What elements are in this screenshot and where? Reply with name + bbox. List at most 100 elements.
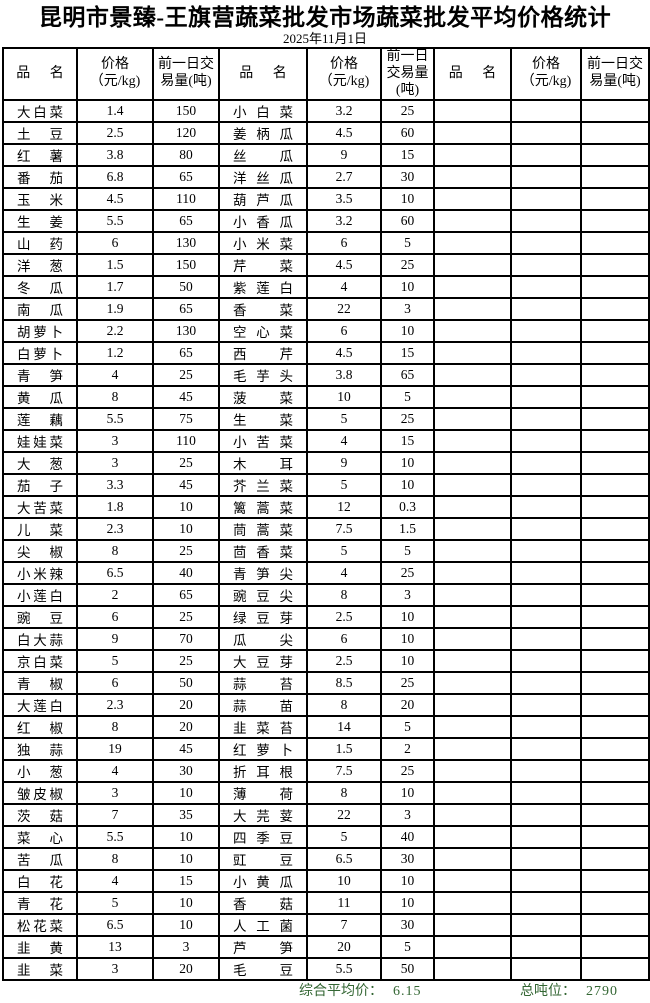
cell-price: 6 [76, 671, 154, 696]
cell-volume [580, 891, 650, 916]
cell-product-name: 白花 [2, 869, 78, 894]
table-row: 青笋 4 25 毛芋头 3.8 65 [2, 363, 650, 388]
cell-price: 4 [76, 363, 154, 388]
cell-volume [580, 231, 650, 256]
cell-volume: 130 [152, 319, 220, 344]
cell-price: 22 [306, 297, 382, 322]
cell-product-name: 大白菜 [2, 99, 78, 124]
table-row: 青椒 6 50 蒜苔 8.5 25 [2, 671, 650, 696]
cell-volume [580, 99, 650, 124]
cell-product-name: 毛芋头 [218, 363, 308, 388]
cell-volume [580, 869, 650, 894]
total-tonnage: 总吨位： 2790 [520, 981, 618, 1002]
cell-volume: 20 [152, 957, 220, 982]
cell-price: 2.5 [306, 649, 382, 674]
cell-price [510, 583, 582, 608]
cell-product-name: 小香瓜 [218, 209, 308, 234]
cell-volume [580, 165, 650, 190]
table-body: 大白菜 1.4 150 小白菜 3.2 25 土豆 2.5 120 姜柄瓜 4.5 60 红薯 3.8 80… [2, 99, 650, 982]
cell-price: 2.3 [76, 693, 154, 718]
cell-volume: 25 [380, 671, 435, 696]
table-row: 豌豆 6 25 绿豆芽 2.5 10 [2, 605, 650, 630]
cell-price: 1.9 [76, 297, 154, 322]
cell-volume: 50 [152, 671, 220, 696]
cell-volume: 65 [152, 583, 220, 608]
cell-price: 1.5 [76, 253, 154, 278]
cell-product-name: 胡萝卜 [2, 319, 78, 344]
cell-product-name: 紫莲白 [218, 275, 308, 300]
cell-price: 8 [306, 583, 382, 608]
cell-price: 10 [306, 869, 382, 894]
table-row: 生姜 5.5 65 小香瓜 3.2 60 [2, 209, 650, 234]
cell-volume: 10 [380, 869, 435, 894]
cell-volume [580, 935, 650, 960]
cell-product-name: 生姜 [2, 209, 78, 234]
cell-price: 6.5 [306, 847, 382, 872]
cell-volume [580, 781, 650, 806]
cell-product-name [433, 715, 512, 740]
cell-product-name: 大豆芽 [218, 649, 308, 674]
cell-product-name: 苦瓜 [2, 847, 78, 872]
cell-product-name: 绿豆芽 [218, 605, 308, 630]
cell-product-name: 豌豆 [2, 605, 78, 630]
cell-volume: 10 [380, 891, 435, 916]
cell-volume: 15 [380, 143, 435, 168]
table-row: 儿菜 2.3 10 茼蒿菜 7.5 1.5 [2, 517, 650, 542]
cell-product-name: 黄瓜 [2, 385, 78, 410]
cell-product-name: 南瓜 [2, 297, 78, 322]
cell-product-name: 儿菜 [2, 517, 78, 542]
cell-price [510, 957, 582, 982]
cell-price [510, 517, 582, 542]
cell-volume [580, 957, 650, 982]
col-header-name: 品 名 [218, 46, 308, 102]
cell-product-name: 豌豆尖 [218, 583, 308, 608]
cell-price: 2.3 [76, 517, 154, 542]
cell-price [510, 187, 582, 212]
cell-price [510, 121, 582, 146]
table-row: 独蒜 19 45 红萝卜 1.5 2 [2, 737, 650, 762]
table-row: 胡萝卜 2.2 130 空心菜 6 10 [2, 319, 650, 344]
table-row: 玉米 4.5 110 葫芦瓜 3.5 10 [2, 187, 650, 212]
total-tonnage-value: 2790 [586, 984, 618, 1000]
cell-volume [580, 121, 650, 146]
cell-product-name: 土豆 [2, 121, 78, 146]
cell-product-name: 青椒 [2, 671, 78, 696]
cell-price [510, 803, 582, 828]
cell-price [510, 341, 582, 366]
cell-price [510, 869, 582, 894]
cell-price: 3 [76, 957, 154, 982]
cell-product-name: 独蒜 [2, 737, 78, 762]
cell-price: 7 [76, 803, 154, 828]
cell-volume: 10 [380, 187, 435, 212]
cell-product-name [433, 561, 512, 586]
table-row: 尖椒 8 25 茴香菜 5 5 [2, 539, 650, 564]
table-row: 菜心 5.5 10 四季豆 5 40 [2, 825, 650, 850]
cell-price [510, 737, 582, 762]
cell-price: 6 [306, 627, 382, 652]
table-row: 娃娃菜 3 110 小苦菜 4 15 [2, 429, 650, 454]
cell-product-name: 洋葱 [2, 253, 78, 278]
cell-product-name: 芥兰菜 [218, 473, 308, 498]
cell-product-name [433, 539, 512, 564]
cell-volume: 5 [380, 715, 435, 740]
table-row: 小米辣 6.5 40 青笋尖 4 25 [2, 561, 650, 586]
cell-price [510, 561, 582, 586]
cell-price [510, 605, 582, 630]
cell-product-name [433, 319, 512, 344]
cell-price [510, 759, 582, 784]
cell-price [510, 451, 582, 476]
cell-product-name: 丝瓜 [218, 143, 308, 168]
table-row: 小葱 4 30 折耳根 7.5 25 [2, 759, 650, 784]
cell-price [510, 935, 582, 960]
table-row: 大白菜 1.4 150 小白菜 3.2 25 [2, 99, 650, 124]
cell-volume [580, 143, 650, 168]
cell-price: 6 [76, 605, 154, 630]
cell-price: 8 [76, 385, 154, 410]
cell-product-name: 小白菜 [218, 99, 308, 124]
cell-product-name [433, 451, 512, 476]
cell-price: 4.5 [306, 253, 382, 278]
cell-product-name: 四季豆 [218, 825, 308, 850]
cell-price [510, 429, 582, 454]
table-row: 苦瓜 8 10 豇豆 6.5 30 [2, 847, 650, 872]
cell-volume: 25 [152, 539, 220, 564]
